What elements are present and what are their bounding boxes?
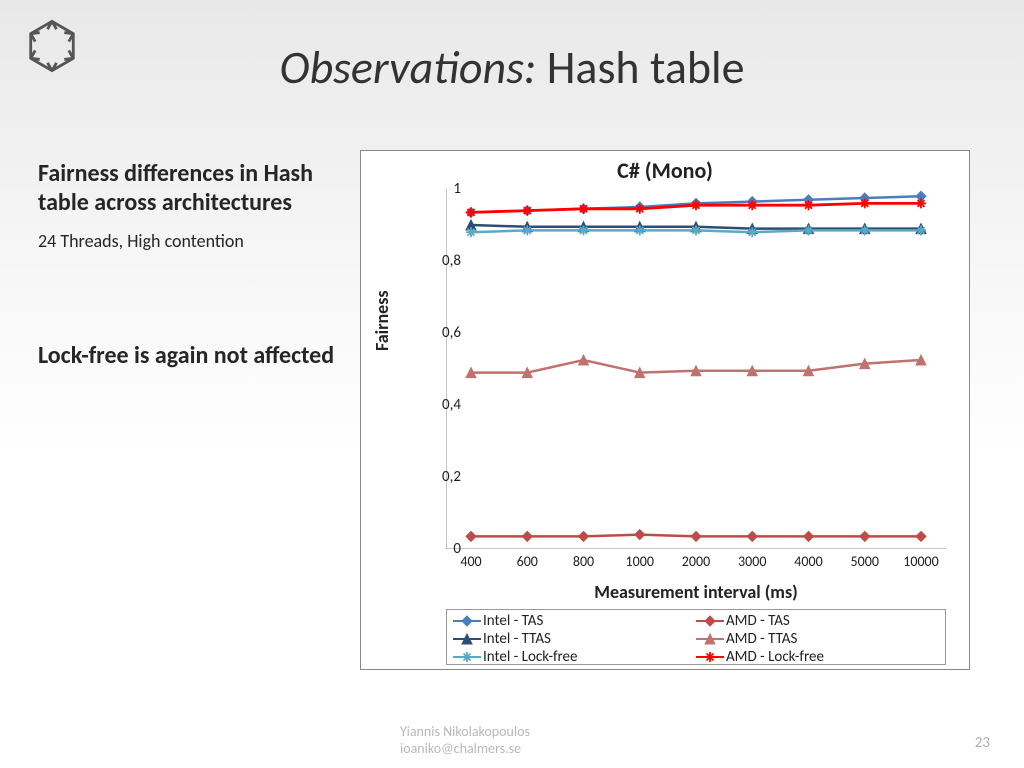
legend-label: Intel - TTAS (483, 630, 551, 648)
x-tick-label: 5000 (851, 553, 879, 570)
x-tick-label: 4000 (794, 553, 822, 570)
legend-item: AMD - TAS (696, 612, 939, 630)
legend-label: AMD - TAS (726, 612, 790, 630)
legend-label: Intel - Lock-free (483, 648, 577, 666)
y-tick-label: 0,6 (442, 324, 461, 342)
legend-item: AMD - Lock-free (696, 648, 939, 666)
chart-container: C# (Mono) Fairness 00,20,40,60,81 400600… (360, 150, 970, 670)
y-tick-label: 0,2 (442, 468, 461, 486)
chart-title: C# (Mono) (361, 157, 969, 184)
footer-text: Yiannis Nikolakopoulos ioaniko@chalmers.… (400, 724, 530, 758)
footer-author: Yiannis Nikolakopoulos (400, 724, 530, 741)
page-number: 23 (975, 734, 990, 752)
x-tick-label: 10000 (903, 553, 938, 570)
y-tick-label: 1 (453, 180, 461, 198)
legend-label: AMD - TTAS (726, 630, 797, 648)
heading-2: Lock-free is again not affected (38, 342, 338, 371)
x-tick-label: 2000 (682, 553, 710, 570)
x-tick-label: 600 (517, 553, 538, 570)
legend-label: AMD - Lock-free (726, 648, 824, 666)
title-italic: Observations: (280, 40, 537, 96)
subheading-1: 24 Threads, High contention (38, 230, 338, 252)
chart-plot (446, 189, 946, 549)
chart-legend: Intel - TAS AMD - TAS Intel - TTAS AMD - TT… (446, 609, 946, 665)
x-tick-label: 800 (573, 553, 594, 570)
slide-title: Observations: Hash table (0, 40, 1024, 96)
legend-item: Intel - Lock-free (453, 648, 696, 666)
heading-1: Fairness differences in Hash table acros… (38, 160, 338, 218)
legend-item: AMD - TTAS (696, 630, 939, 648)
title-plain: Hash table (536, 40, 744, 96)
x-tick-label: 400 (460, 553, 481, 570)
footer-email: ioaniko@chalmers.se (400, 741, 530, 758)
left-column: Fairness differences in Hash table acros… (38, 160, 338, 370)
x-axis-label: Measurement interval (ms) (446, 581, 946, 603)
legend-label: Intel - TAS (483, 612, 543, 630)
legend-item: Intel - TTAS (453, 630, 696, 648)
legend-item: Intel - TAS (453, 612, 696, 630)
y-tick-label: 0,8 (442, 252, 461, 270)
x-tick-label: 1000 (626, 553, 654, 570)
y-axis-label: Fairness (371, 290, 393, 351)
x-tick-label: 3000 (738, 553, 766, 570)
y-tick-label: 0,4 (442, 396, 461, 414)
